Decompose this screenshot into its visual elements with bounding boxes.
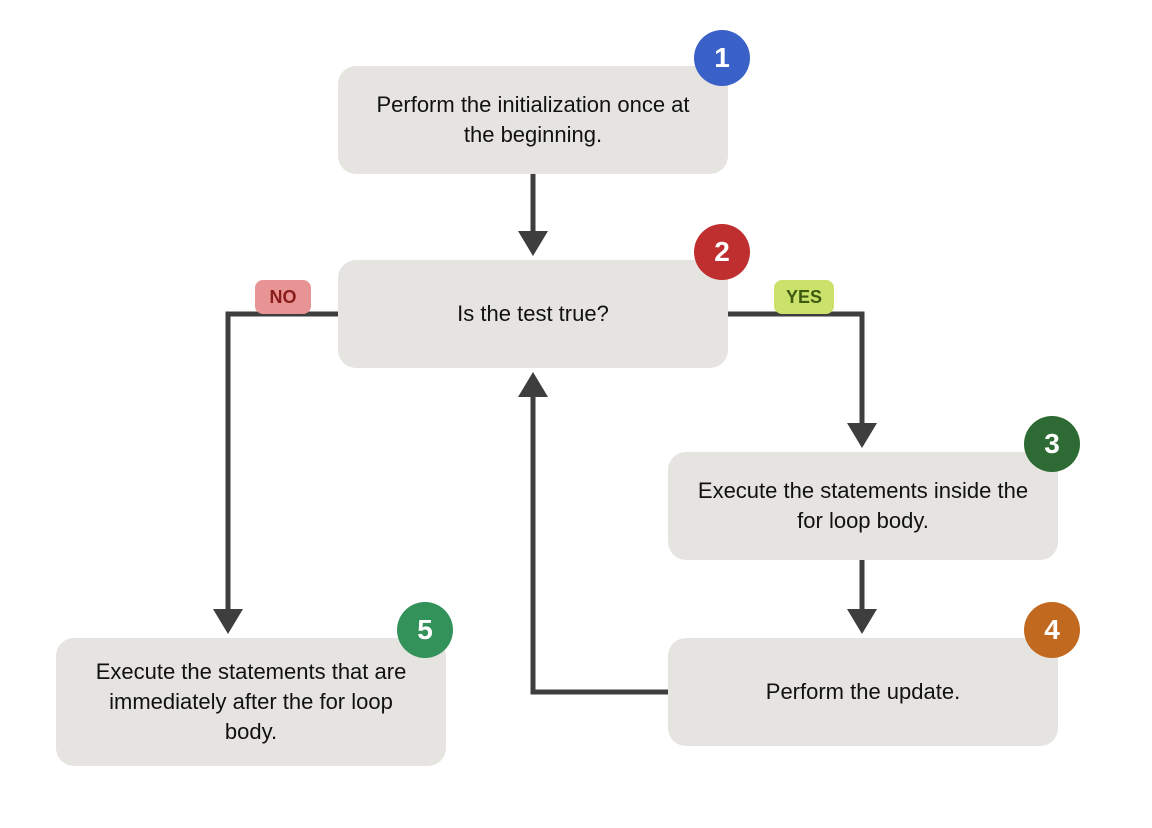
- badge-4: 4: [1024, 602, 1080, 658]
- edge-e2-yes: [728, 314, 862, 444]
- node-update: Perform the update.: [668, 638, 1058, 746]
- edge-e2-no: [228, 314, 338, 630]
- node-init: Perform the initialization once at the b…: [338, 66, 728, 174]
- pill-yes: YES: [774, 280, 834, 314]
- node-update-text: Perform the update.: [766, 677, 960, 707]
- node-init-text: Perform the initialization once at the b…: [364, 90, 702, 149]
- badge-2: 2: [694, 224, 750, 280]
- badge-3-text: 3: [1044, 428, 1060, 460]
- badge-1: 1: [694, 30, 750, 86]
- node-after-text: Execute the statements that are immediat…: [82, 657, 420, 746]
- badge-3: 3: [1024, 416, 1080, 472]
- badge-2-text: 2: [714, 236, 730, 268]
- pill-yes-text: YES: [786, 287, 822, 308]
- badge-5-text: 5: [417, 614, 433, 646]
- node-after: Execute the statements that are immediat…: [56, 638, 446, 766]
- edge-e4-back: [533, 376, 668, 692]
- badge-1-text: 1: [714, 42, 730, 74]
- badge-5: 5: [397, 602, 453, 658]
- node-test: Is the test true?: [338, 260, 728, 368]
- node-body: Execute the statements inside the for lo…: [668, 452, 1058, 560]
- node-body-text: Execute the statements inside the for lo…: [694, 476, 1032, 535]
- flowchart-canvas: Perform the initialization once at the b…: [0, 0, 1152, 828]
- pill-no: NO: [255, 280, 311, 314]
- node-test-text: Is the test true?: [457, 299, 609, 329]
- badge-4-text: 4: [1044, 614, 1060, 646]
- pill-no-text: NO: [270, 287, 297, 308]
